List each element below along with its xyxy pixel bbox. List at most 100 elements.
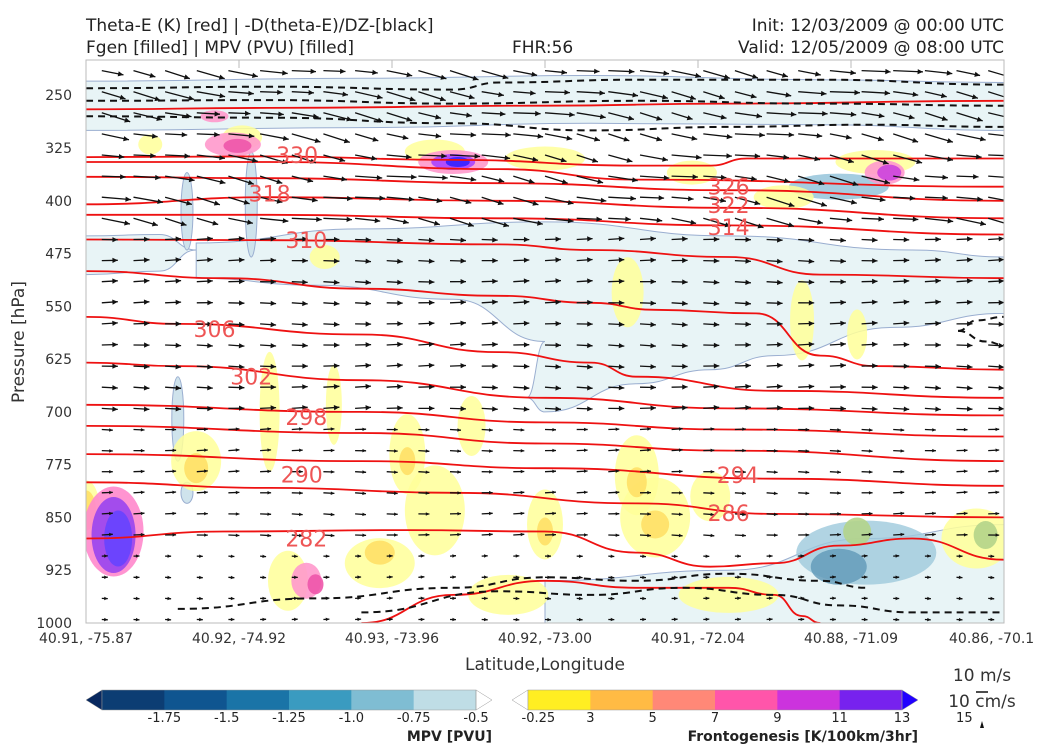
mpv-colorbar: -1.75 -1.5 -1.25 -1.0 -0.75 -0.5 -0.25 <box>86 690 555 726</box>
wind-key-horizontal: 10 m/s <box>953 666 1011 686</box>
fgen-high-region <box>877 165 901 181</box>
mpv-colorbar-tick-label: -1.5 <box>214 711 239 726</box>
mpv-colorbar-swatch <box>351 690 414 710</box>
theta-e-label: 298 <box>285 406 327 431</box>
theta-e-label: 286 <box>708 502 750 527</box>
y-tick-label: 250 <box>45 88 72 104</box>
mpv-colorbar-swatch <box>414 690 477 710</box>
y-tick-label: 775 <box>45 458 72 474</box>
fgen-colorbar-title: Frontogenesis [K/100km/3hr] <box>688 729 918 745</box>
frontogenesis-colorbar: 3 5 7 9 11 13 15 <box>512 690 973 726</box>
fgen-colorbar-swatch <box>653 690 716 710</box>
theta-e-label: 306 <box>194 318 236 343</box>
fgen-colorbar-extend-high <box>902 690 918 710</box>
fgen-colorbar-tick-label: 5 <box>649 711 657 726</box>
fgen-3-region <box>790 280 814 360</box>
overlap-region <box>843 518 871 546</box>
mpv-colorbar-title: MPV [PVU] <box>407 729 492 745</box>
fgen-5-region <box>641 510 669 538</box>
theta-e-label: 330 <box>276 144 318 169</box>
fgen-high-region <box>446 157 470 167</box>
fgen-high-region <box>308 574 324 594</box>
fgen-3-region <box>754 185 814 209</box>
fgen-colorbar-tick-label: 11 <box>831 711 848 726</box>
fgen-3-region <box>505 147 585 171</box>
mpv-colorbar-tick-label: -0.25 <box>522 711 556 726</box>
fgen-colorbar-tick-label: 7 <box>711 711 719 726</box>
y-tick-label: 1000 <box>36 616 72 632</box>
wind-vector-head <box>1010 134 1016 139</box>
fgen-high-region <box>223 139 251 153</box>
mpv-colorbar-swatch <box>102 690 165 710</box>
theta-e-label: 282 <box>285 528 327 553</box>
y-tick-label: 700 <box>45 405 72 421</box>
fgen-colorbar-tick-label: 9 <box>773 711 781 726</box>
x-tick-label: 40.92, -73.00 <box>498 631 592 647</box>
wind-key-vertical: 10 cm/s <box>948 692 1016 712</box>
fgen-colorbar-tick-label: 3 <box>586 711 594 726</box>
mpv-colorbar-extend-low <box>86 690 102 710</box>
y-tick-label: 550 <box>45 299 72 315</box>
wind-vector-shaft <box>988 155 1010 156</box>
y-tick-label: 850 <box>45 510 72 526</box>
forecast-hour: FHR:56 <box>512 38 573 58</box>
mpv-negative-core <box>811 549 867 585</box>
y-tick-label: 475 <box>45 247 72 263</box>
x-tick-label: 40.92, -74.92 <box>192 631 286 647</box>
fgen-colorbar-swatch <box>715 690 778 710</box>
fgen-5-region <box>365 541 395 565</box>
fgen-3-region <box>138 134 162 154</box>
x-tick-label: 40.91, -75.87 <box>39 631 133 647</box>
fgen-colorbar-swatch <box>528 690 591 710</box>
y-axis-ticks: 250 325 400 475 550 625 700 775 850 925 1000 <box>36 88 72 632</box>
fgen-3-region <box>847 309 867 359</box>
fgen-colorbar-tick-label: 13 <box>894 711 911 726</box>
wind-vector-head <box>1010 222 1016 227</box>
y-tick-label: 925 <box>45 563 72 579</box>
y-axis-label: Pressure [hPa] <box>9 281 29 403</box>
mpv-colorbar-swatch <box>164 690 227 710</box>
x-axis-label: Latitude,Longitude <box>465 655 625 675</box>
mpv-colorbar-tick-label: -0.5 <box>463 711 488 726</box>
theta-e-label: 318 <box>249 183 291 208</box>
mpv-colorbar-swatch <box>289 690 352 710</box>
mpv-colorbar-swatch <box>227 690 290 710</box>
valid-time: Valid: 12/05/2009 @ 08:00 UTC <box>738 38 1004 58</box>
theta-e-label: 294 <box>717 464 759 489</box>
fgen-3-region <box>458 396 486 456</box>
mpv-colorbar-tick-label: -1.75 <box>148 711 182 726</box>
mpv-colorbar-extend-high <box>476 690 492 710</box>
x-tick-label: 40.86, -70.1 <box>949 631 1034 647</box>
y-tick-label: 625 <box>45 352 72 368</box>
wind-vector-head <box>1011 199 1017 204</box>
mpv-colorbar-tick-label: -0.75 <box>397 711 431 726</box>
title-left-line1: Theta-E (K) [red] | -D(theta-E)/DZ-[blac… <box>85 16 434 36</box>
mpv-column <box>181 173 193 250</box>
fgen-colorbar-tick-label: 15 <box>956 711 973 726</box>
theta-e-label: 310 <box>285 229 327 254</box>
wind-vector-head <box>1005 153 1011 158</box>
wind-vector-head <box>1011 116 1017 121</box>
theta-e-label: 302 <box>230 366 272 391</box>
mpv-colorbar-tick-label: -1.25 <box>272 711 306 726</box>
wind-vector-head <box>1007 175 1013 180</box>
theta-e-label: 290 <box>281 464 323 489</box>
wind-key-vertical-arrow <box>980 721 984 728</box>
x-tick-label: 40.91, -72.04 <box>651 631 745 647</box>
mpv-colorbar-tick-label: -1.0 <box>339 711 364 726</box>
y-tick-label: 325 <box>45 141 72 157</box>
fgen-colorbar-extend-low <box>512 690 528 710</box>
fgen-colorbar-swatch <box>590 690 653 710</box>
wind-vector-head <box>1006 95 1012 100</box>
fgen-3-region <box>612 257 644 327</box>
title-left-line2: Fgen [filled] | MPV (PVU) [filled] <box>86 38 354 58</box>
fgen-colorbar-swatch <box>777 690 840 710</box>
fgen-5-region <box>184 453 208 483</box>
init-time: Init: 12/03/2009 @ 00:00 UTC <box>752 16 1004 36</box>
fgen-colorbar-swatch <box>840 690 903 710</box>
theta-e-label: 314 <box>708 216 750 241</box>
x-tick-label: 40.93, -73.96 <box>345 631 439 647</box>
y-tick-label: 400 <box>45 194 72 210</box>
